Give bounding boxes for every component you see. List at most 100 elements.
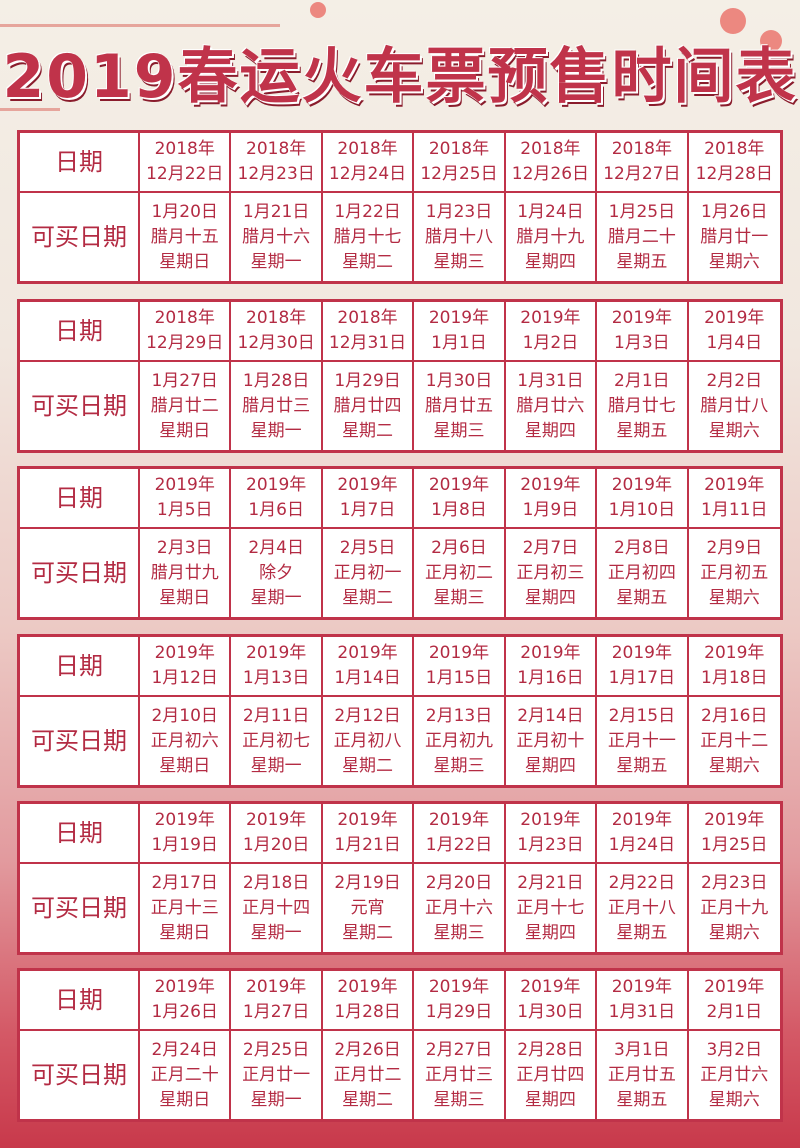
buy-date-cell: 2月27日 正月廿三 星期三: [414, 1031, 506, 1119]
date-text: 1月1日: [431, 333, 487, 353]
date-cell: 2019年 1月24日: [597, 804, 689, 864]
buy-date-text: 2月12日: [334, 705, 401, 726]
buy-date-text: 1月20日: [151, 201, 218, 222]
buy-date-text: 2月14日: [517, 705, 584, 726]
buy-date-text: 正月初十: [516, 730, 585, 751]
date-text: 2019年: [428, 810, 490, 830]
buy-date-text: 2月26日: [334, 1039, 401, 1060]
buy-date-text: 2月23日: [701, 872, 768, 893]
buy-date-text: 1月30日: [425, 370, 493, 391]
schedule-table: 日期 2018年 12月29日 2018年 12月30日 2018年 12月31日 2019年…: [17, 299, 783, 453]
date-cell: 2019年 1月18日: [688, 637, 780, 697]
date-cell: 2019年 1月16日: [505, 637, 598, 697]
buy-date-text: 星期日: [159, 251, 211, 272]
buy-date-text: 星期六: [708, 755, 760, 776]
date-cell: 2019年 1月27日: [231, 971, 323, 1031]
buy-date-text: 1月26日: [701, 201, 768, 222]
buy-date-cell: 1月26日 腊月廿一 星期六: [689, 193, 780, 281]
date-text: 2019年: [611, 308, 672, 328]
date-cell: 2019年 1月11日: [688, 469, 780, 529]
date-cell: 2019年 1月15日: [414, 637, 506, 697]
buy-date-text: 星期日: [159, 755, 211, 776]
date-cell: 2019年 1月1日: [414, 302, 506, 362]
date-text: 1月21日: [334, 835, 401, 855]
date-text: 1月13日: [242, 668, 310, 688]
buy-date-text: 星期一: [250, 1089, 302, 1110]
date-text: 12月22日: [146, 164, 224, 184]
date-text: 2018年: [337, 139, 398, 159]
buy-date-cell: 2月4日 除夕 星期一: [231, 529, 323, 617]
date-text: 2019年: [611, 643, 672, 663]
date-text: 2019年: [154, 977, 215, 997]
date-text: 2019年: [337, 810, 398, 830]
date-cell: 2019年 1月6日: [231, 469, 323, 529]
buy-date-text: 正月初九: [424, 730, 493, 751]
date-cell: 2019年 1月5日: [140, 469, 232, 529]
buy-date-cell: 2月22日 正月十八 星期五: [597, 864, 689, 952]
buy-date-text: 正月初一: [333, 562, 402, 583]
buy-date-text: 星期三: [433, 755, 485, 776]
buy-date-text: 星期日: [159, 922, 211, 943]
buy-date-text: 正月廿六: [700, 1064, 769, 1085]
buy-date-cell: 2月20日 正月十六 星期三: [414, 864, 506, 952]
date-text: 2019年: [154, 475, 215, 495]
buy-date-cell: 3月1日 正月廿五 星期五: [597, 1031, 689, 1119]
buy-date-text: 腊月廿九: [150, 562, 219, 583]
buy-date-text: 星期日: [159, 420, 211, 441]
date-text: 1月30日: [517, 1002, 584, 1022]
buy-date-cell: 1月30日 腊月廿五 星期三: [414, 362, 506, 450]
buy-date-text: 正月初五: [700, 562, 769, 583]
buy-date-text: 正月初二: [424, 562, 493, 583]
buy-date-text: 1月31日: [517, 370, 584, 391]
date-cell: 2018年 12月30日: [231, 302, 323, 362]
buy-date-text: 正月十三: [150, 897, 219, 918]
date-text: 12月26日: [511, 164, 590, 184]
buy-date-cell: 2月1日 腊月廿七 星期五: [597, 362, 689, 450]
buy-date-text: 星期五: [616, 755, 668, 776]
schedule-table: 日期 2019年 1月5日 2019年 1月6日 2019年 1月7日 2019年 1月8日 20…: [17, 466, 783, 620]
date-text: 1月6日: [248, 500, 304, 520]
date-cell: 2019年 1月28日: [322, 971, 415, 1031]
date-text: 1月27日: [242, 1002, 310, 1022]
date-cell: 2019年 1月2日: [505, 302, 598, 362]
buy-date-text: 腊月十六: [242, 226, 311, 247]
date-text: 2019年: [704, 308, 765, 328]
date-text: 1月31日: [608, 1002, 676, 1022]
buy-date-cell: 1月25日 腊月二十 星期五: [597, 193, 689, 281]
buy-date-cell: 2月19日 元宵 星期二: [323, 864, 415, 952]
date-cell: 2018年 12月27日: [597, 133, 689, 193]
buy-date-text: 腊月廿一: [700, 226, 769, 247]
buy-date-text: 正月廿三: [424, 1064, 493, 1085]
buy-date-text: 2月27日: [425, 1039, 493, 1060]
date-text: 1月15日: [425, 668, 493, 688]
row-label-buy-date: 可买日期: [20, 1031, 140, 1119]
date-text: 2019年: [611, 977, 672, 997]
date-cell: 2019年 1月17日: [597, 637, 689, 697]
buy-date-text: 正月十二: [700, 730, 769, 751]
date-text: 2019年: [337, 475, 398, 495]
buy-date-cell: 2月28日 正月廿四 星期四: [506, 1031, 598, 1119]
date-cell: 2019年 1月8日: [414, 469, 506, 529]
decorative-line: [0, 108, 60, 111]
buy-date-cell: 2月7日 正月初三 星期四: [506, 529, 598, 617]
date-text: 1月8日: [431, 500, 487, 520]
date-text: 1月25日: [701, 835, 768, 855]
date-text: 1月22日: [425, 835, 493, 855]
buy-date-cell: 1月20日 腊月十五 星期日: [140, 193, 232, 281]
date-text: 1月2日: [522, 333, 579, 353]
buy-date-cell: 2月12日 正月初八 星期二: [323, 697, 415, 785]
buy-date-cell: 2月15日 正月十一 星期五: [597, 697, 689, 785]
buy-date-text: 正月十六: [424, 897, 493, 918]
buy-date-text: 2月10日: [151, 705, 218, 726]
row-label-date: 日期: [20, 804, 140, 864]
buy-date-text: 腊月十九: [516, 226, 585, 247]
buy-date-text: 腊月廿三: [242, 395, 311, 416]
date-cell: 2019年 1月4日: [688, 302, 780, 362]
row-label-date: 日期: [20, 637, 140, 697]
date-cell: 2019年 1月22日: [414, 804, 506, 864]
buy-date-cell: 1月24日 腊月十九 星期四: [506, 193, 598, 281]
buy-date-cell: 3月2日 正月廿六 星期六: [689, 1031, 780, 1119]
buy-date-text: 星期一: [250, 251, 302, 272]
buy-date-text: 星期日: [159, 587, 211, 608]
buy-date-cell: 2月14日 正月初十 星期四: [506, 697, 598, 785]
